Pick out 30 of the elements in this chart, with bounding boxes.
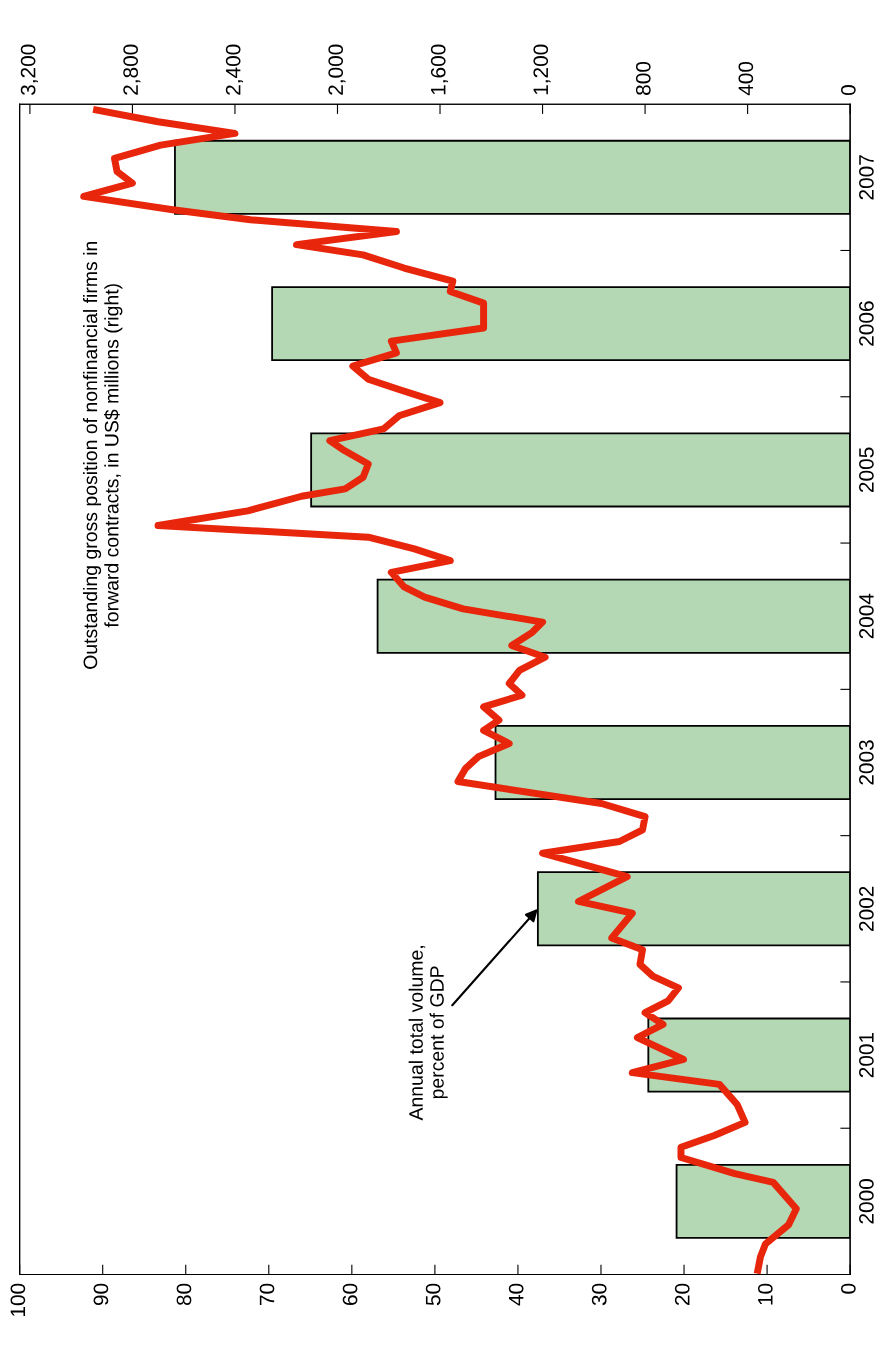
x2-tick-label: 0 bbox=[840, 85, 856, 96]
x2-tick-label: 3,200 bbox=[20, 44, 38, 96]
y-tick-label: 2005 bbox=[859, 447, 874, 493]
x2-tick-label: 2,800 bbox=[123, 44, 141, 95]
y-tick-label: 2007 bbox=[859, 155, 874, 200]
x-tick-label: 50 bbox=[425, 1283, 441, 1306]
x-tick-label: 10 bbox=[757, 1283, 773, 1305]
x-tick-label: 40 bbox=[508, 1283, 524, 1306]
x2-tick-label: 1,200 bbox=[533, 44, 551, 95]
y-tick-label: 2003 bbox=[859, 740, 874, 785]
x-tick-label: 60 bbox=[342, 1283, 358, 1305]
x-tick-label: 70 bbox=[259, 1283, 275, 1305]
x2-tick-label: 800 bbox=[635, 61, 651, 95]
y-tick-label: 2002 bbox=[859, 886, 874, 931]
y-tick-label: 2006 bbox=[859, 301, 874, 346]
x-tick-label: 100 bbox=[10, 1283, 26, 1317]
x-tick-label: 90 bbox=[93, 1283, 109, 1306]
y-tick-label: 2000 bbox=[859, 1179, 874, 1224]
x2-tick-label: 1,600 bbox=[430, 44, 449, 95]
annotation: Annual total volume, percent of GDP bbox=[408, 946, 448, 1121]
y-tick-label: 2004 bbox=[859, 593, 874, 639]
x-tick-label: 30 bbox=[591, 1283, 607, 1306]
y-tick-label: 2001 bbox=[859, 1032, 874, 1078]
x2-tick-label: 2,400 bbox=[225, 44, 244, 95]
x2-tick-label: 400 bbox=[738, 61, 754, 96]
x-tick-label: 20 bbox=[674, 1283, 690, 1305]
annotation: Outstanding gross position of nonfinancial firms in forward contracts, in US$ millions (right) bbox=[82, 241, 123, 669]
x-tick-label: 0 bbox=[840, 1283, 856, 1294]
x-tick-label: 80 bbox=[176, 1283, 192, 1306]
x2-tick-label: 2,000 bbox=[328, 44, 346, 95]
